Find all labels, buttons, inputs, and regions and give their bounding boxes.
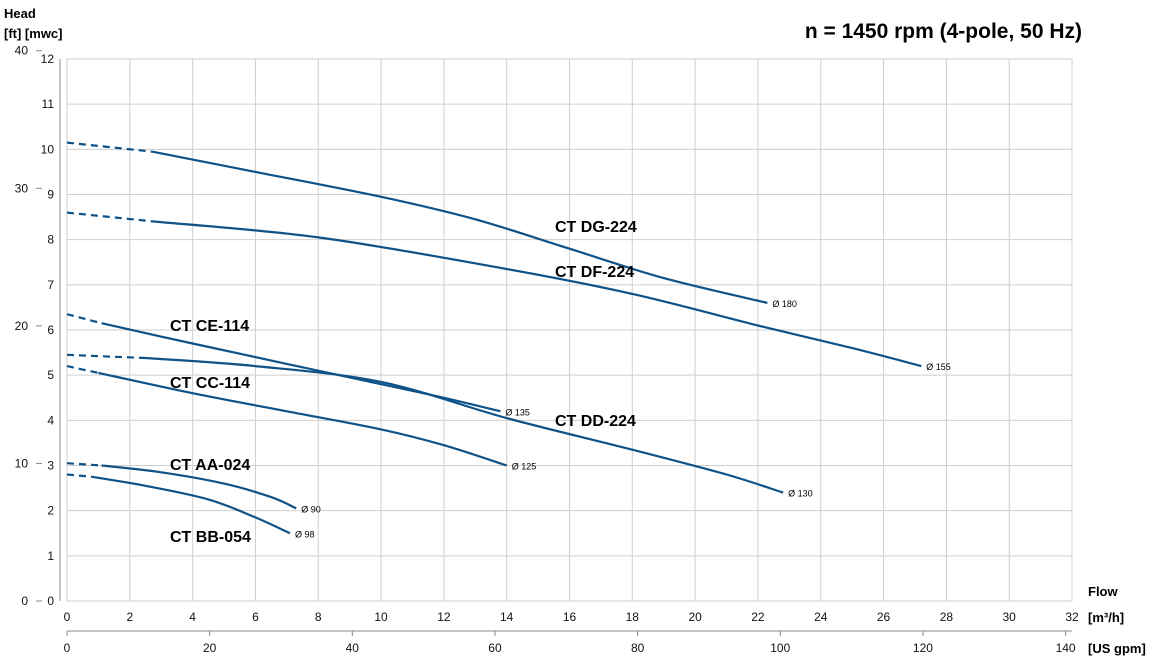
y-tick-label-mwc: 5 [47, 368, 54, 382]
x-axis-title: Flow [1088, 584, 1118, 599]
x-tick-label-m3h: 24 [814, 610, 828, 624]
x-tick-label-m3h: 30 [1003, 610, 1017, 624]
grid [66, 58, 1073, 602]
diameter-label: Ø 135 [505, 407, 530, 417]
curve-dashed-segment [66, 462, 102, 467]
curve-dashed-segment [66, 211, 156, 223]
x-tick-label-m3h: 4 [189, 610, 196, 624]
ticks: 0 2 4 6 8 10 12 14 16 18 20 22 24 26 28 30 3201234567891… [15, 44, 1079, 655]
series-name-label: CT CC-114 [170, 375, 250, 392]
x-tick-label-m3h: 28 [940, 610, 954, 624]
y-tick-label-mwc: 6 [47, 323, 54, 337]
x-tick-label-usgpm: 140 [1056, 641, 1076, 655]
y-tick-label-mwc: 1 [47, 549, 54, 563]
y-tick-label-mwc: 0 [47, 594, 54, 608]
curve-dashed-segment [66, 313, 102, 325]
y-tick-label-ft: 20 [15, 319, 29, 333]
diameter-label: Ø 98 [295, 529, 315, 539]
series-name-label: CT DG-224 [555, 219, 637, 236]
y-tick-label-mwc: 4 [47, 413, 54, 427]
curve-line [154, 220, 922, 368]
curve-line [98, 371, 508, 467]
y-tick-label-mwc: 7 [47, 278, 54, 292]
y-tick-label-ft: 10 [15, 456, 29, 470]
y-axis-title: Head [4, 6, 36, 21]
diameter-label: Ø 155 [926, 362, 951, 372]
x-tick-label-m3h: 8 [315, 610, 322, 624]
labels: Ø 180 CT DG-224 Ø 155 CT DF-224 Ø 135 CT CE-1… [170, 219, 951, 546]
y-tick-label-mwc: 9 [47, 188, 54, 202]
series-name-label: CT DD-224 [555, 413, 636, 430]
x-tick-label-m3h: 22 [751, 610, 765, 624]
curve-dashed-segment [66, 365, 99, 374]
y-tick-label-ft: 30 [15, 181, 29, 195]
x-tick-label-usgpm: 20 [203, 641, 217, 655]
x-tick-label-m3h: 20 [688, 610, 702, 624]
curves [66, 141, 922, 535]
diameter-label: Ø 180 [772, 299, 797, 309]
y-tick-label-mwc: 11 [42, 97, 55, 111]
curve-line [101, 464, 297, 510]
x-tick-label-usgpm: 100 [770, 641, 790, 655]
x-tick-label-m3h: 18 [626, 610, 640, 624]
y-tick-label-mwc: 8 [47, 233, 54, 247]
diameter-label: Ø 90 [301, 504, 321, 514]
x-tick-label-m3h: 2 [126, 610, 133, 624]
y-tick-label-ft: 0 [21, 594, 28, 608]
x-tick-label-m3h: 12 [437, 610, 451, 624]
x-tick-label-m3h: 10 [374, 610, 388, 624]
x-tick-label-m3h: 26 [877, 610, 891, 624]
curve-dashed-segment [66, 353, 146, 360]
curve-line [151, 150, 768, 304]
diameter-label: Ø 130 [788, 489, 813, 499]
series-name-label: CT BB-054 [170, 529, 251, 546]
curve-line [91, 475, 291, 535]
y-tick-label-mwc: 10 [41, 142, 55, 156]
y-tick-label-mwc: 2 [47, 504, 54, 518]
x-tick-label-usgpm: 0 [64, 641, 71, 655]
curve-line [145, 356, 784, 494]
series-name-label: CT DF-224 [555, 264, 634, 281]
x-tick-label-m3h: 32 [1065, 610, 1079, 624]
x-tick-label-m3h: 6 [252, 610, 259, 624]
curve-dashed-segment [66, 473, 93, 478]
x-tick-label-m3h: 14 [500, 610, 514, 624]
y-tick-label-ft: 40 [15, 44, 29, 58]
x-tick-label-usgpm: 40 [346, 641, 360, 655]
y-tick-label-mwc: 3 [47, 459, 54, 473]
x-tick-label-m3h: 0 [64, 610, 71, 624]
series-name-label: CT AA-024 [170, 457, 250, 474]
x-tick-label-usgpm: 60 [488, 641, 502, 655]
x-tick-label-m3h: 16 [563, 610, 577, 624]
x-tick-label-usgpm: 120 [913, 641, 933, 655]
y-tick-label-mwc: 12 [41, 52, 55, 66]
y-axis-units: [ft] [mwc] [4, 26, 63, 41]
diameter-label: Ø 125 [512, 462, 537, 472]
chart-title: n = 1450 rpm (4-pole, 50 Hz) [805, 20, 1082, 43]
x-axis-unit-usgpm: [US gpm] [1088, 641, 1146, 656]
curve-dashed-segment [66, 141, 152, 153]
x-axis-unit-m3h: [m³/h] [1088, 610, 1124, 625]
x-tick-label-usgpm: 80 [631, 641, 645, 655]
series-name-label: CT CE-114 [170, 318, 249, 335]
curve-line [101, 322, 501, 413]
